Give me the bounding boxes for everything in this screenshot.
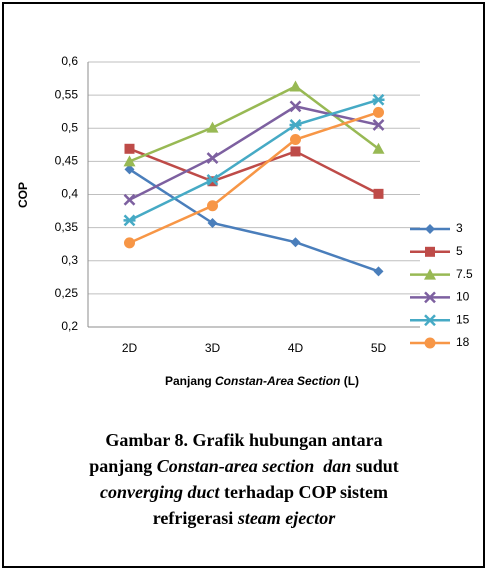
- x-axis-label-part: Panjang: [165, 374, 215, 388]
- x-axis-label: Panjang Constan-Area Section (L): [165, 374, 359, 388]
- legend-marker: [424, 337, 436, 349]
- y-tick-label: 0,3: [61, 253, 78, 267]
- series-line: [129, 85, 380, 163]
- caption-part: Constan-area section dan: [157, 456, 352, 476]
- marker: [372, 93, 385, 106]
- marker: [206, 152, 219, 164]
- x-tick-label: 5D: [371, 341, 387, 355]
- legend-label: 7.5: [456, 267, 473, 281]
- caption-part: terhadap COP sistem: [220, 482, 389, 502]
- x-axis-label-part: Constan-Area Section: [215, 374, 340, 388]
- marker: [123, 155, 136, 167]
- marker: [124, 237, 135, 249]
- y-tick-label: 0,25: [55, 286, 79, 300]
- legend-marker: [424, 268, 436, 280]
- marker: [289, 119, 302, 131]
- marker: [207, 217, 218, 228]
- marker: [373, 188, 384, 199]
- marker: [373, 106, 384, 118]
- y-axis-label: COP: [16, 182, 30, 208]
- caption-part: panjang: [89, 456, 157, 476]
- legend-label: 18: [456, 335, 470, 349]
- series-line: [128, 168, 379, 273]
- marker: [123, 193, 136, 206]
- series-line: [129, 147, 380, 195]
- caption-part: Gambar 8. Grafik hubungan antara: [105, 430, 382, 450]
- legend-marker: [424, 314, 436, 327]
- y-tick-label: 0,6: [61, 54, 78, 68]
- legend-marker: [424, 291, 436, 304]
- marker: [290, 237, 301, 248]
- marker: [372, 119, 385, 131]
- x-tick-label: 2D: [122, 341, 138, 355]
- y-tick-label: 0,45: [55, 154, 79, 168]
- marker: [206, 121, 219, 133]
- x-tick-label: 3D: [205, 341, 221, 355]
- marker: [123, 214, 136, 227]
- caption-part: converging duct: [100, 482, 220, 502]
- legend-label: 10: [456, 290, 470, 304]
- legend-label: 15: [456, 312, 470, 326]
- marker: [206, 174, 219, 186]
- marker: [207, 200, 218, 212]
- series-line: [128, 111, 379, 245]
- caption-part: refrigerasi: [153, 508, 238, 528]
- caption-line: Gambar 8. Grafik hubungan antara: [105, 430, 382, 450]
- y-tick-label: 0,5: [61, 120, 78, 134]
- marker: [289, 100, 302, 113]
- caption-line: refrigerasi steam ejector: [153, 508, 337, 528]
- caption-part: steam ejector: [237, 508, 336, 528]
- marker: [290, 134, 301, 146]
- marker: [124, 164, 135, 175]
- y-tick-label: 0,2: [61, 319, 78, 333]
- y-tick-label: 0,55: [55, 87, 79, 101]
- series-line: [128, 98, 379, 222]
- caption-line: panjang Constan-area section dan sudut: [89, 456, 399, 476]
- marker: [373, 266, 384, 277]
- y-tick-label: 0,4: [61, 187, 78, 201]
- series-line: [128, 105, 379, 201]
- caption-part: sudut: [351, 456, 399, 476]
- marker: [290, 146, 301, 157]
- legend-label: 3: [456, 221, 463, 235]
- y-tick-label: 0,35: [55, 220, 79, 234]
- legend-marker: [425, 224, 435, 234]
- marker: [124, 143, 135, 154]
- legend-label: 5: [456, 244, 463, 258]
- legend-marker: [425, 246, 435, 257]
- caption-line: converging duct terhadap COP sistem: [100, 482, 388, 502]
- marker: [372, 142, 385, 154]
- marker: [289, 80, 302, 92]
- x-axis-label-part: (L): [340, 374, 359, 388]
- x-tick-label: 4D: [288, 341, 304, 355]
